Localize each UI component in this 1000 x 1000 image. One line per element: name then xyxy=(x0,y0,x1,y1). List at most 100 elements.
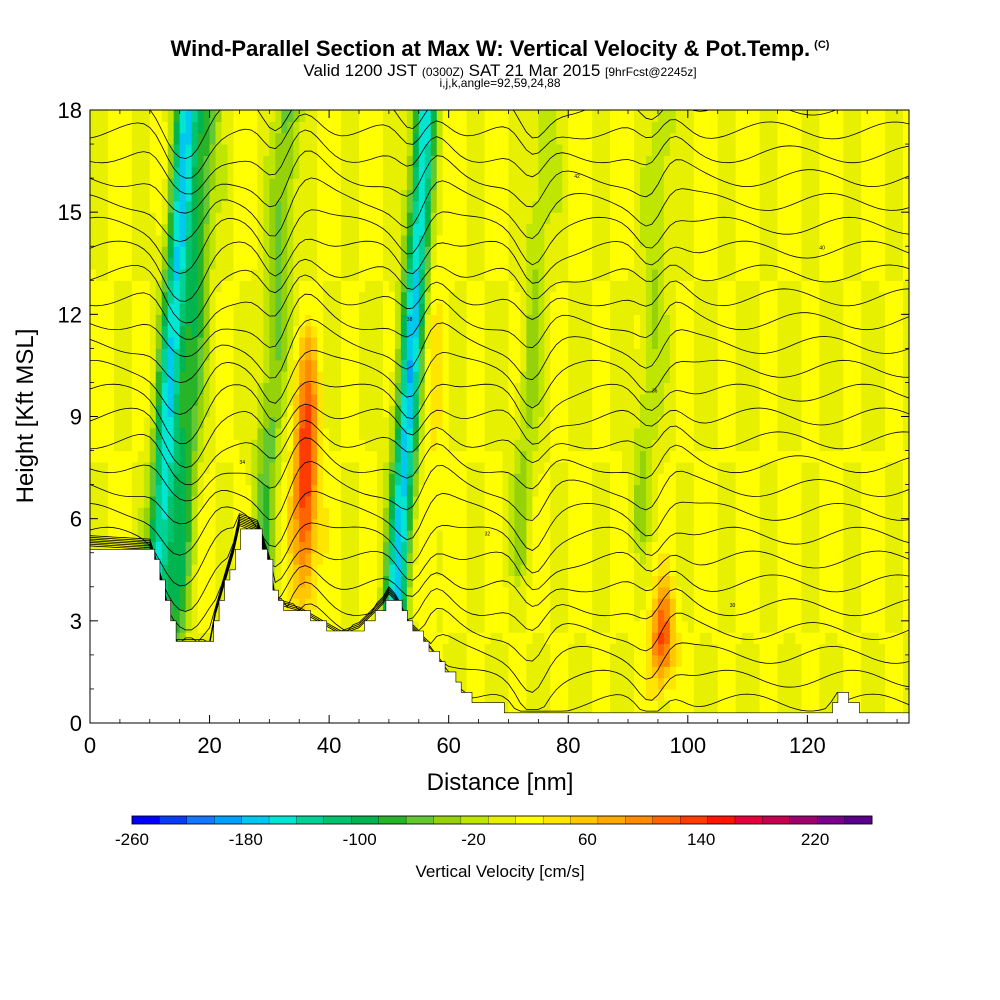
velocity-cell xyxy=(442,620,450,633)
velocity-cell xyxy=(568,178,575,191)
velocity-cell xyxy=(610,110,617,122)
velocity-cell xyxy=(478,268,486,281)
velocity-cell xyxy=(454,654,462,667)
velocity-cell xyxy=(317,473,324,486)
velocity-cell xyxy=(203,302,211,315)
velocity-cell xyxy=(628,393,635,406)
velocity-cell xyxy=(119,450,127,463)
velocity-cell xyxy=(610,291,617,304)
velocity-cell xyxy=(538,632,545,645)
velocity-cell xyxy=(580,495,587,508)
velocity-cell xyxy=(472,507,480,520)
velocity-cell xyxy=(634,620,641,633)
velocity-cell xyxy=(508,654,516,667)
velocity-cell xyxy=(442,325,450,338)
velocity-cell xyxy=(137,450,145,463)
velocity-cell xyxy=(323,507,330,520)
velocity-cell xyxy=(610,575,617,588)
velocity-cell xyxy=(454,291,462,304)
velocity-cell xyxy=(592,427,599,440)
velocity-cell xyxy=(209,110,217,122)
velocity-cell xyxy=(329,461,336,474)
velocity-cell xyxy=(173,609,181,622)
velocity-cell xyxy=(335,200,342,213)
velocity-cell xyxy=(203,598,211,611)
velocity-cell xyxy=(562,314,569,327)
velocity-cell xyxy=(394,371,402,384)
velocity-cell xyxy=(90,121,97,134)
velocity-cell xyxy=(448,234,456,247)
velocity-cell xyxy=(466,666,474,679)
velocity-cell xyxy=(628,144,635,157)
velocity-cell xyxy=(209,507,217,520)
velocity-cell xyxy=(185,439,193,452)
velocity-cell xyxy=(400,484,408,497)
velocity-cell xyxy=(490,495,498,508)
velocity-cell xyxy=(209,552,217,565)
velocity-cell xyxy=(359,598,366,611)
velocity-cell xyxy=(616,552,623,565)
velocity-cell xyxy=(406,325,414,338)
velocity-cell xyxy=(221,155,229,168)
velocity-cell xyxy=(376,518,384,531)
velocity-cell xyxy=(622,530,629,542)
velocity-cell xyxy=(107,200,115,213)
velocity-cell xyxy=(508,677,516,690)
velocity-cell xyxy=(353,405,360,418)
velocity-cell xyxy=(622,393,629,406)
velocity-cell xyxy=(460,246,468,259)
velocity-cell xyxy=(305,507,312,520)
velocity-cell xyxy=(269,166,276,179)
velocity-cell xyxy=(604,189,611,202)
velocity-cell xyxy=(281,371,288,384)
velocity-cell xyxy=(173,484,181,497)
velocity-cell xyxy=(329,620,336,633)
velocity-cell xyxy=(364,337,372,349)
velocity-cell xyxy=(532,393,539,406)
velocity-cell xyxy=(508,541,516,554)
velocity-cell xyxy=(544,507,551,520)
velocity-cell xyxy=(359,416,366,429)
velocity-cell xyxy=(622,552,629,565)
velocity-cell xyxy=(317,393,324,406)
velocity-cell xyxy=(388,427,396,440)
velocity-cell xyxy=(592,246,599,259)
velocity-cell xyxy=(628,212,635,225)
velocity-cell xyxy=(185,110,193,122)
velocity-cell xyxy=(370,291,378,304)
velocity-cell xyxy=(478,257,486,270)
velocity-cell xyxy=(466,110,474,122)
velocity-cell xyxy=(598,189,605,202)
velocity-cell xyxy=(311,552,318,565)
velocity-cell xyxy=(484,246,492,259)
velocity-cell xyxy=(568,212,575,225)
velocity-cell xyxy=(400,257,408,270)
velocity-cell xyxy=(299,246,306,259)
velocity-cell xyxy=(191,518,199,531)
velocity-cell xyxy=(299,393,306,406)
velocity-cell xyxy=(143,132,151,145)
velocity-cell xyxy=(179,609,187,622)
velocity-cell xyxy=(305,257,312,270)
velocity-cell xyxy=(639,575,647,588)
velocity-cell xyxy=(502,144,510,157)
velocity-cell xyxy=(107,257,115,270)
velocity-cell xyxy=(484,507,492,520)
velocity-cell xyxy=(263,530,270,542)
velocity-cell xyxy=(191,416,199,429)
velocity-cell xyxy=(353,359,360,372)
velocity-cell xyxy=(544,564,551,577)
velocity-cell xyxy=(227,257,235,270)
velocity-cell xyxy=(436,586,444,599)
velocity-cell xyxy=(173,110,181,122)
velocity-cell xyxy=(215,450,223,463)
velocity-cell xyxy=(143,495,151,508)
velocity-cell xyxy=(287,268,294,281)
velocity-cell xyxy=(622,212,629,225)
velocity-cell xyxy=(424,564,432,577)
velocity-cell xyxy=(580,473,587,486)
velocity-cell xyxy=(448,132,456,145)
velocity-cell xyxy=(568,223,575,236)
velocity-cell xyxy=(341,359,348,372)
velocity-cell xyxy=(592,405,599,418)
